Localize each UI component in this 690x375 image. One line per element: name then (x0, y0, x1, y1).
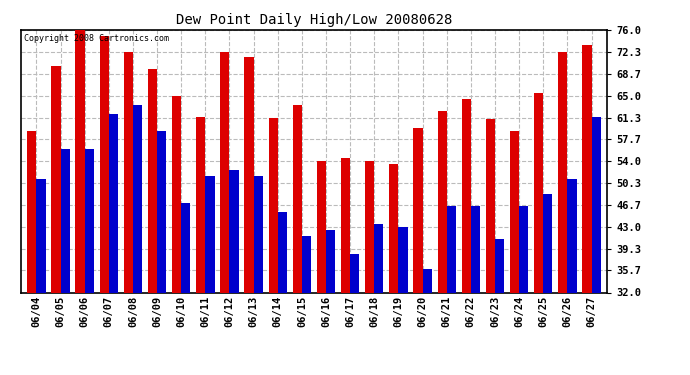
Bar (268, 118, 278, 292)
Bar (133, 105, 142, 292)
Bar (446, 206, 456, 292)
Bar (293, 105, 302, 292)
Bar (124, 52, 133, 292)
Bar (486, 120, 495, 292)
Bar (85, 149, 94, 292)
Text: Copyright 2008 Cartronics.com: Copyright 2008 Cartronics.com (23, 34, 168, 43)
Bar (37, 179, 46, 292)
Bar (51, 66, 61, 292)
Bar (99, 36, 109, 292)
Bar (75, 30, 85, 292)
Bar (582, 45, 591, 292)
Bar (157, 131, 166, 292)
Bar (591, 117, 601, 292)
Bar (230, 170, 239, 292)
Bar (462, 99, 471, 292)
Bar (519, 206, 529, 292)
Bar (27, 131, 37, 292)
Bar (567, 179, 577, 292)
Bar (341, 158, 350, 292)
Bar (317, 161, 326, 292)
Bar (181, 203, 190, 292)
Bar (109, 114, 118, 292)
Bar (398, 227, 408, 292)
Bar (510, 131, 519, 292)
Bar (543, 194, 553, 292)
Bar (220, 52, 230, 292)
Bar (495, 239, 504, 292)
Bar (558, 52, 567, 292)
Bar (206, 176, 215, 292)
Bar (389, 164, 398, 292)
Bar (254, 176, 263, 292)
Bar (437, 111, 446, 292)
Bar (422, 268, 432, 292)
Bar (172, 96, 181, 292)
Bar (374, 224, 384, 292)
Bar (196, 117, 206, 292)
Bar (413, 128, 422, 292)
Bar (350, 254, 359, 292)
Bar (244, 57, 254, 292)
Bar (326, 230, 335, 292)
Bar (148, 69, 157, 292)
Bar (534, 93, 543, 292)
Bar (61, 149, 70, 292)
Bar (471, 206, 480, 292)
Bar (278, 212, 287, 292)
Title: Dew Point Daily High/Low 20080628: Dew Point Daily High/Low 20080628 (176, 13, 452, 27)
Bar (365, 161, 374, 292)
Bar (302, 236, 311, 292)
